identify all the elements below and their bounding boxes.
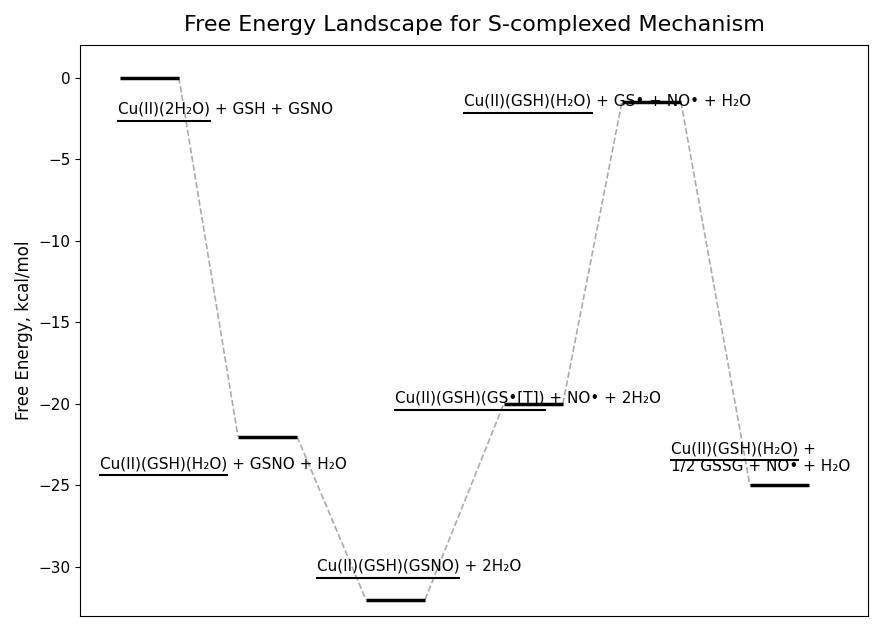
Text: Cu(II)(GSH)(H₂O) + GS• + NO• + H₂O: Cu(II)(GSH)(H₂O) + GS• + NO• + H₂O [465,94,751,109]
Title: Free Energy Landscape for S-complexed Mechanism: Free Energy Landscape for S-complexed Me… [184,15,765,35]
Text: Cu(II)(2H₂O) + GSH + GSNO: Cu(II)(2H₂O) + GSH + GSNO [117,102,333,117]
Text: Cu(II)(GSH)(H₂O) + GSNO + H₂O: Cu(II)(GSH)(H₂O) + GSNO + H₂O [100,456,347,471]
Text: Cu(II)(GSH)(GSNO) + 2H₂O: Cu(II)(GSH)(GSNO) + 2H₂O [317,559,521,574]
Text: Cu(II)(GSH)(H₂O) +
1/2 GSSG + NO• + H₂O: Cu(II)(GSH)(H₂O) + 1/2 GSSG + NO• + H₂O [671,442,851,474]
Y-axis label: Free Energy, kcal/mol: Free Energy, kcal/mol [15,240,33,420]
Text: Cu(II)(GSH)(GS•[T]) + NO• + 2H₂O: Cu(II)(GSH)(GS•[T]) + NO• + 2H₂O [395,391,661,406]
